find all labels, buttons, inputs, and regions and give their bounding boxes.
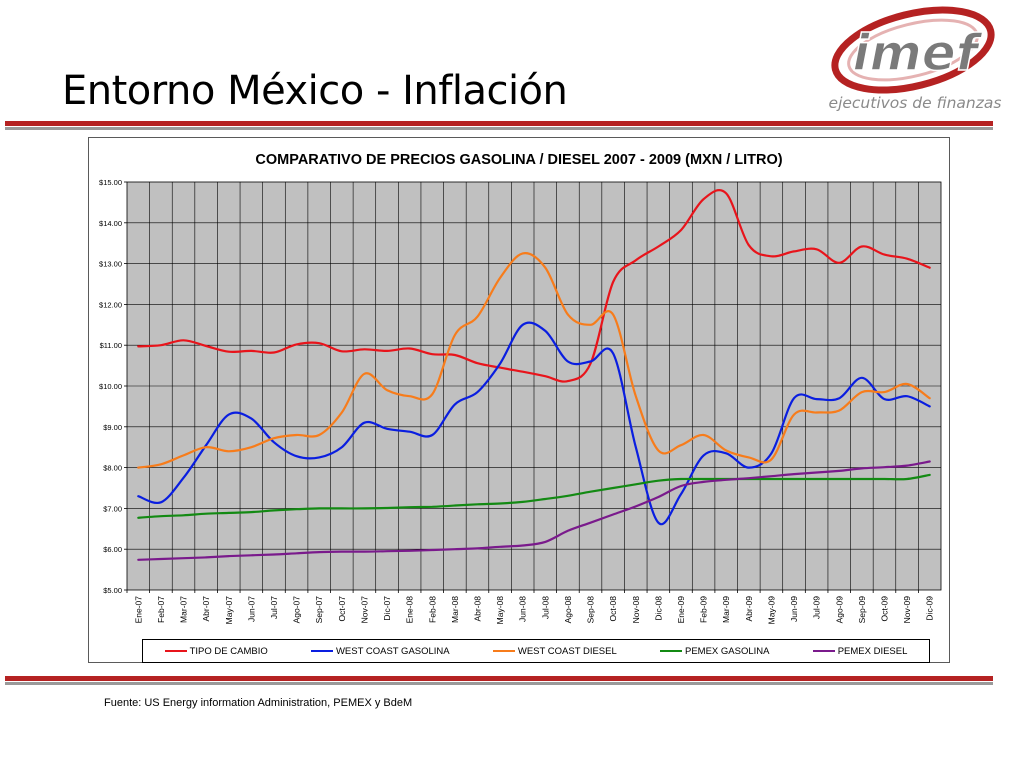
- legend-label: WEST COAST DIESEL: [517, 645, 617, 657]
- x-tick-label: Feb-07: [156, 596, 166, 623]
- legend-swatch: [492, 650, 515, 652]
- x-tick-label: Sep-07: [314, 596, 324, 624]
- x-tick-label: Ago-09: [834, 596, 844, 624]
- y-tick-label: $5.00: [103, 586, 122, 595]
- y-tick-label: $9.00: [103, 423, 122, 432]
- x-tick-label: May-07: [224, 596, 234, 625]
- x-tick-label: Abr-07: [201, 596, 211, 622]
- x-tick-label: Abr-09: [744, 596, 754, 622]
- logo-wordmark: imef: [853, 24, 983, 82]
- series-line-tipo-de-cambio: [137, 189, 931, 383]
- legend-item-tipo-de-cambio: TIPO DE CAMBIO: [164, 645, 268, 657]
- x-tick-label: Ago-08: [563, 596, 573, 624]
- x-tick-label: Mar-09: [721, 596, 731, 623]
- legend-label: PEMEX DIESEL: [837, 645, 908, 657]
- series-line-west-coast-diesel: [137, 252, 931, 469]
- x-tick-label: Nov-07: [359, 596, 369, 624]
- x-tick-label: Feb-08: [427, 596, 437, 623]
- y-tick-label: $10.00: [99, 382, 122, 391]
- x-tick-label: Nov-09: [902, 596, 912, 624]
- x-tick-label: Mar-07: [179, 596, 189, 623]
- x-tick-label: Jul-08: [540, 596, 550, 619]
- y-tick-label: $11.00: [100, 341, 122, 350]
- legend-swatch: [310, 650, 333, 652]
- y-tick-label: $7.00: [103, 504, 122, 513]
- legend-label: PEMEX GASOLINA: [684, 645, 770, 657]
- series-line-west-coast-gasolina: [137, 321, 931, 526]
- x-tick-label: May-08: [495, 596, 505, 625]
- legend-label: WEST COAST GASOLINA: [335, 645, 450, 657]
- legend-swatch: [659, 650, 682, 652]
- source-note: Fuente: US Energy information Administra…: [104, 697, 413, 709]
- y-tick-label: $12.00: [99, 300, 122, 309]
- header-divider: [5, 121, 993, 130]
- x-tick-label: Oct-07: [337, 596, 347, 622]
- x-tick-label: Mar-08: [450, 596, 460, 623]
- chart-panel: COMPARATIVO DE PRECIOS GASOLINA / DIESEL…: [88, 137, 950, 663]
- chart-legend: TIPO DE CAMBIO WEST COAST GASOLINA WEST CO…: [142, 639, 930, 663]
- logo-tagline: ejecutivos de finanzas: [829, 94, 1002, 112]
- x-tick-label: Jul-07: [269, 596, 279, 619]
- chart-title: COMPARATIVO DE PRECIOS GASOLINA / DIESEL…: [255, 152, 783, 168]
- line-chart: $5.00 $6.00 $7.00 $8.00 $9.00 $10.00 $11.00 $12…: [99, 178, 942, 625]
- legend-item-pemex-diesel: PEMEX DIESEL: [812, 645, 908, 657]
- x-tick-label: Nov-08: [631, 596, 641, 624]
- x-tick-label: Dic-07: [382, 596, 392, 621]
- series-line-pemex-diesel: [137, 460, 931, 561]
- x-tick-label: Sep-08: [586, 596, 596, 624]
- legend-item-pemex-gasolina: PEMEX GASOLINA: [659, 645, 770, 657]
- x-tick-label: Ene-08: [405, 596, 415, 624]
- x-tick-label: Oct-08: [608, 596, 618, 622]
- x-tick-label: Jun-09: [789, 596, 799, 622]
- x-tick-label: Abr-08: [472, 596, 482, 622]
- y-tick-label: $6.00: [103, 545, 122, 554]
- x-tick-label: Sep-09: [857, 596, 867, 624]
- x-tick-label: Dic-08: [653, 596, 663, 621]
- x-tick-label: Jul-09: [812, 596, 822, 619]
- y-tick-label: $15.00: [99, 178, 122, 187]
- x-tick-label: Jun-08: [518, 596, 528, 622]
- legend-swatch: [812, 650, 835, 652]
- x-tick-label: Oct-09: [879, 596, 889, 622]
- x-tick-label: Ene-09: [676, 596, 686, 624]
- legend-item-west-coast-diesel: WEST COAST DIESEL: [492, 645, 617, 657]
- x-tick-label: Dic-09: [925, 596, 935, 621]
- legend-item-west-coast-gasolina: WEST COAST GASOLINA: [310, 645, 450, 657]
- x-tick-label: Jun-07: [246, 596, 256, 622]
- x-tick-label: Feb-09: [699, 596, 709, 623]
- footer-divider: [5, 676, 993, 685]
- imef-logo: imef ejecutivos de finanzas: [829, 6, 1002, 112]
- y-tick-label: $13.00: [99, 260, 122, 269]
- x-tick-label: Ago-07: [292, 596, 302, 624]
- y-tick-label: $14.00: [99, 219, 122, 228]
- series-line-pemex-gasolina: [137, 473, 931, 519]
- x-tick-label: Ene-07: [133, 596, 143, 624]
- x-tick-label: May-09: [766, 596, 776, 625]
- legend-swatch: [164, 650, 187, 652]
- y-tick-label: $8.00: [103, 464, 122, 473]
- page-title: Entorno México - Inflación: [62, 68, 568, 114]
- legend-label: TIPO DE CAMBIO: [189, 645, 268, 657]
